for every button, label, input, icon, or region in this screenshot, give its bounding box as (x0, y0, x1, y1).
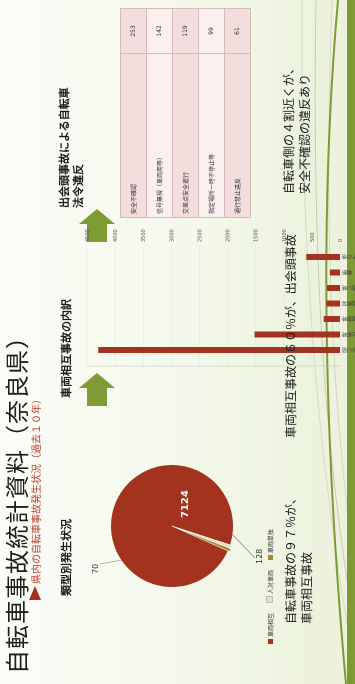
bar (323, 316, 341, 322)
bar-tick-label: 1500 (254, 229, 260, 242)
violation-count: 142 (146, 8, 173, 54)
legend-swatch (268, 555, 273, 561)
violation-table: 安全不確認 253 信号無視（車両用等） 142 交差点安全進行 119 指定場所一時不停止… (120, 8, 251, 218)
legend-entry: 車両単独 (268, 529, 275, 561)
violation-count: 61 (224, 8, 251, 54)
bar-tick-label: 500 (310, 232, 316, 242)
arrow-right-icon (79, 209, 115, 242)
bar-tick-label: 4500 (85, 229, 91, 242)
bar-tick-label: 1000 (282, 229, 288, 242)
bar-tick-label: 2000 (226, 229, 232, 242)
bar-tick-label: 0 (338, 239, 344, 242)
bar (327, 285, 340, 291)
table-caption-line1: 自転車側の４割近くが、 (282, 62, 296, 194)
legend-swatch (268, 639, 273, 644)
bar (306, 254, 340, 260)
violation-count: 253 (120, 8, 147, 54)
pie-caption-line1: 自転車事故の９７％が、 (284, 492, 298, 624)
table-heading-line2: 法令違反 (72, 164, 85, 208)
violation-count: 99 (198, 8, 225, 54)
pie-leader-line (99, 559, 123, 565)
bar (98, 347, 340, 353)
pie-leader-line (231, 533, 256, 559)
pie-data-label: 128 (255, 549, 264, 564)
pie-heading: 類型別発生状況 (60, 519, 73, 596)
bar-chart: 0 500 1000 1500 2000 2500 3000 3500 4000 4500 出会い頭… (85, 229, 355, 367)
legend-entry: 車両相互 (268, 613, 275, 644)
bottom-bar (347, 0, 355, 684)
bar-caption: 車両相互事故の６０％が、出会頭事故 (284, 234, 298, 438)
violation-label: 通行禁止違反 (224, 53, 251, 218)
violation-label: 交差点安全進行 (172, 53, 199, 218)
pie-legend: 車両相互 人対車両 車両単独 (266, 529, 275, 644)
violation-label: 安全不確認 (120, 53, 147, 218)
table-caption-line2: 安全不確認の違反あり (298, 73, 312, 194)
bar-category-label: 追越追抜時 (342, 315, 355, 322)
table-row: 安全不確認 253 (120, 8, 147, 218)
bar-category-label: 右左折時 (342, 331, 355, 338)
table-row: 指定場所一時不停止等 99 (198, 8, 225, 218)
pie-data-label: 7124 (180, 490, 191, 518)
bar-tick-label: 2500 (197, 229, 203, 242)
legend-swatch (266, 596, 273, 604)
bar-tick-label: 3500 (141, 229, 147, 242)
bar-category-label: すれ違い時 (342, 284, 355, 291)
table-row: 交差点安全進行 119 (172, 8, 199, 218)
bar (329, 269, 341, 276)
bar-category-label: その他 (342, 253, 355, 260)
bar-tick-label: 3000 (169, 229, 175, 242)
bar-category-label: 出会い頭 (342, 346, 355, 353)
pie-caption-line2: 車両相互事故 (300, 551, 314, 624)
bar-category-label: 正面衝突 (342, 300, 355, 307)
violation-label: 信号無視（車両用等） (146, 53, 173, 218)
bar-tick-label: 4000 (113, 229, 119, 242)
pie-slice (171, 525, 232, 553)
violation-count: 119 (172, 8, 199, 54)
legend-entry: 人対車両 (266, 570, 275, 604)
bar-category-label: 横断 (342, 269, 352, 276)
violation-label: 指定場所一時不停止等 (198, 53, 225, 218)
bar (254, 331, 340, 338)
pie-chart: 7124 128 70 (91, 465, 264, 587)
table-row: 通行禁止違反 61 (224, 8, 251, 218)
pie-data-label: 70 (91, 564, 100, 574)
bar (326, 300, 340, 307)
slide-subtitle: 県内の自転車事故発生状況（過去１０年） (32, 394, 43, 584)
bar-heading: 車両相互事故の内訳 (60, 299, 73, 398)
arrow-right-icon (79, 373, 115, 406)
table-row: 信号無視（車両用等） 142 (146, 8, 173, 218)
pie-slice (111, 465, 233, 587)
bullet-triangle-icon (29, 586, 41, 600)
